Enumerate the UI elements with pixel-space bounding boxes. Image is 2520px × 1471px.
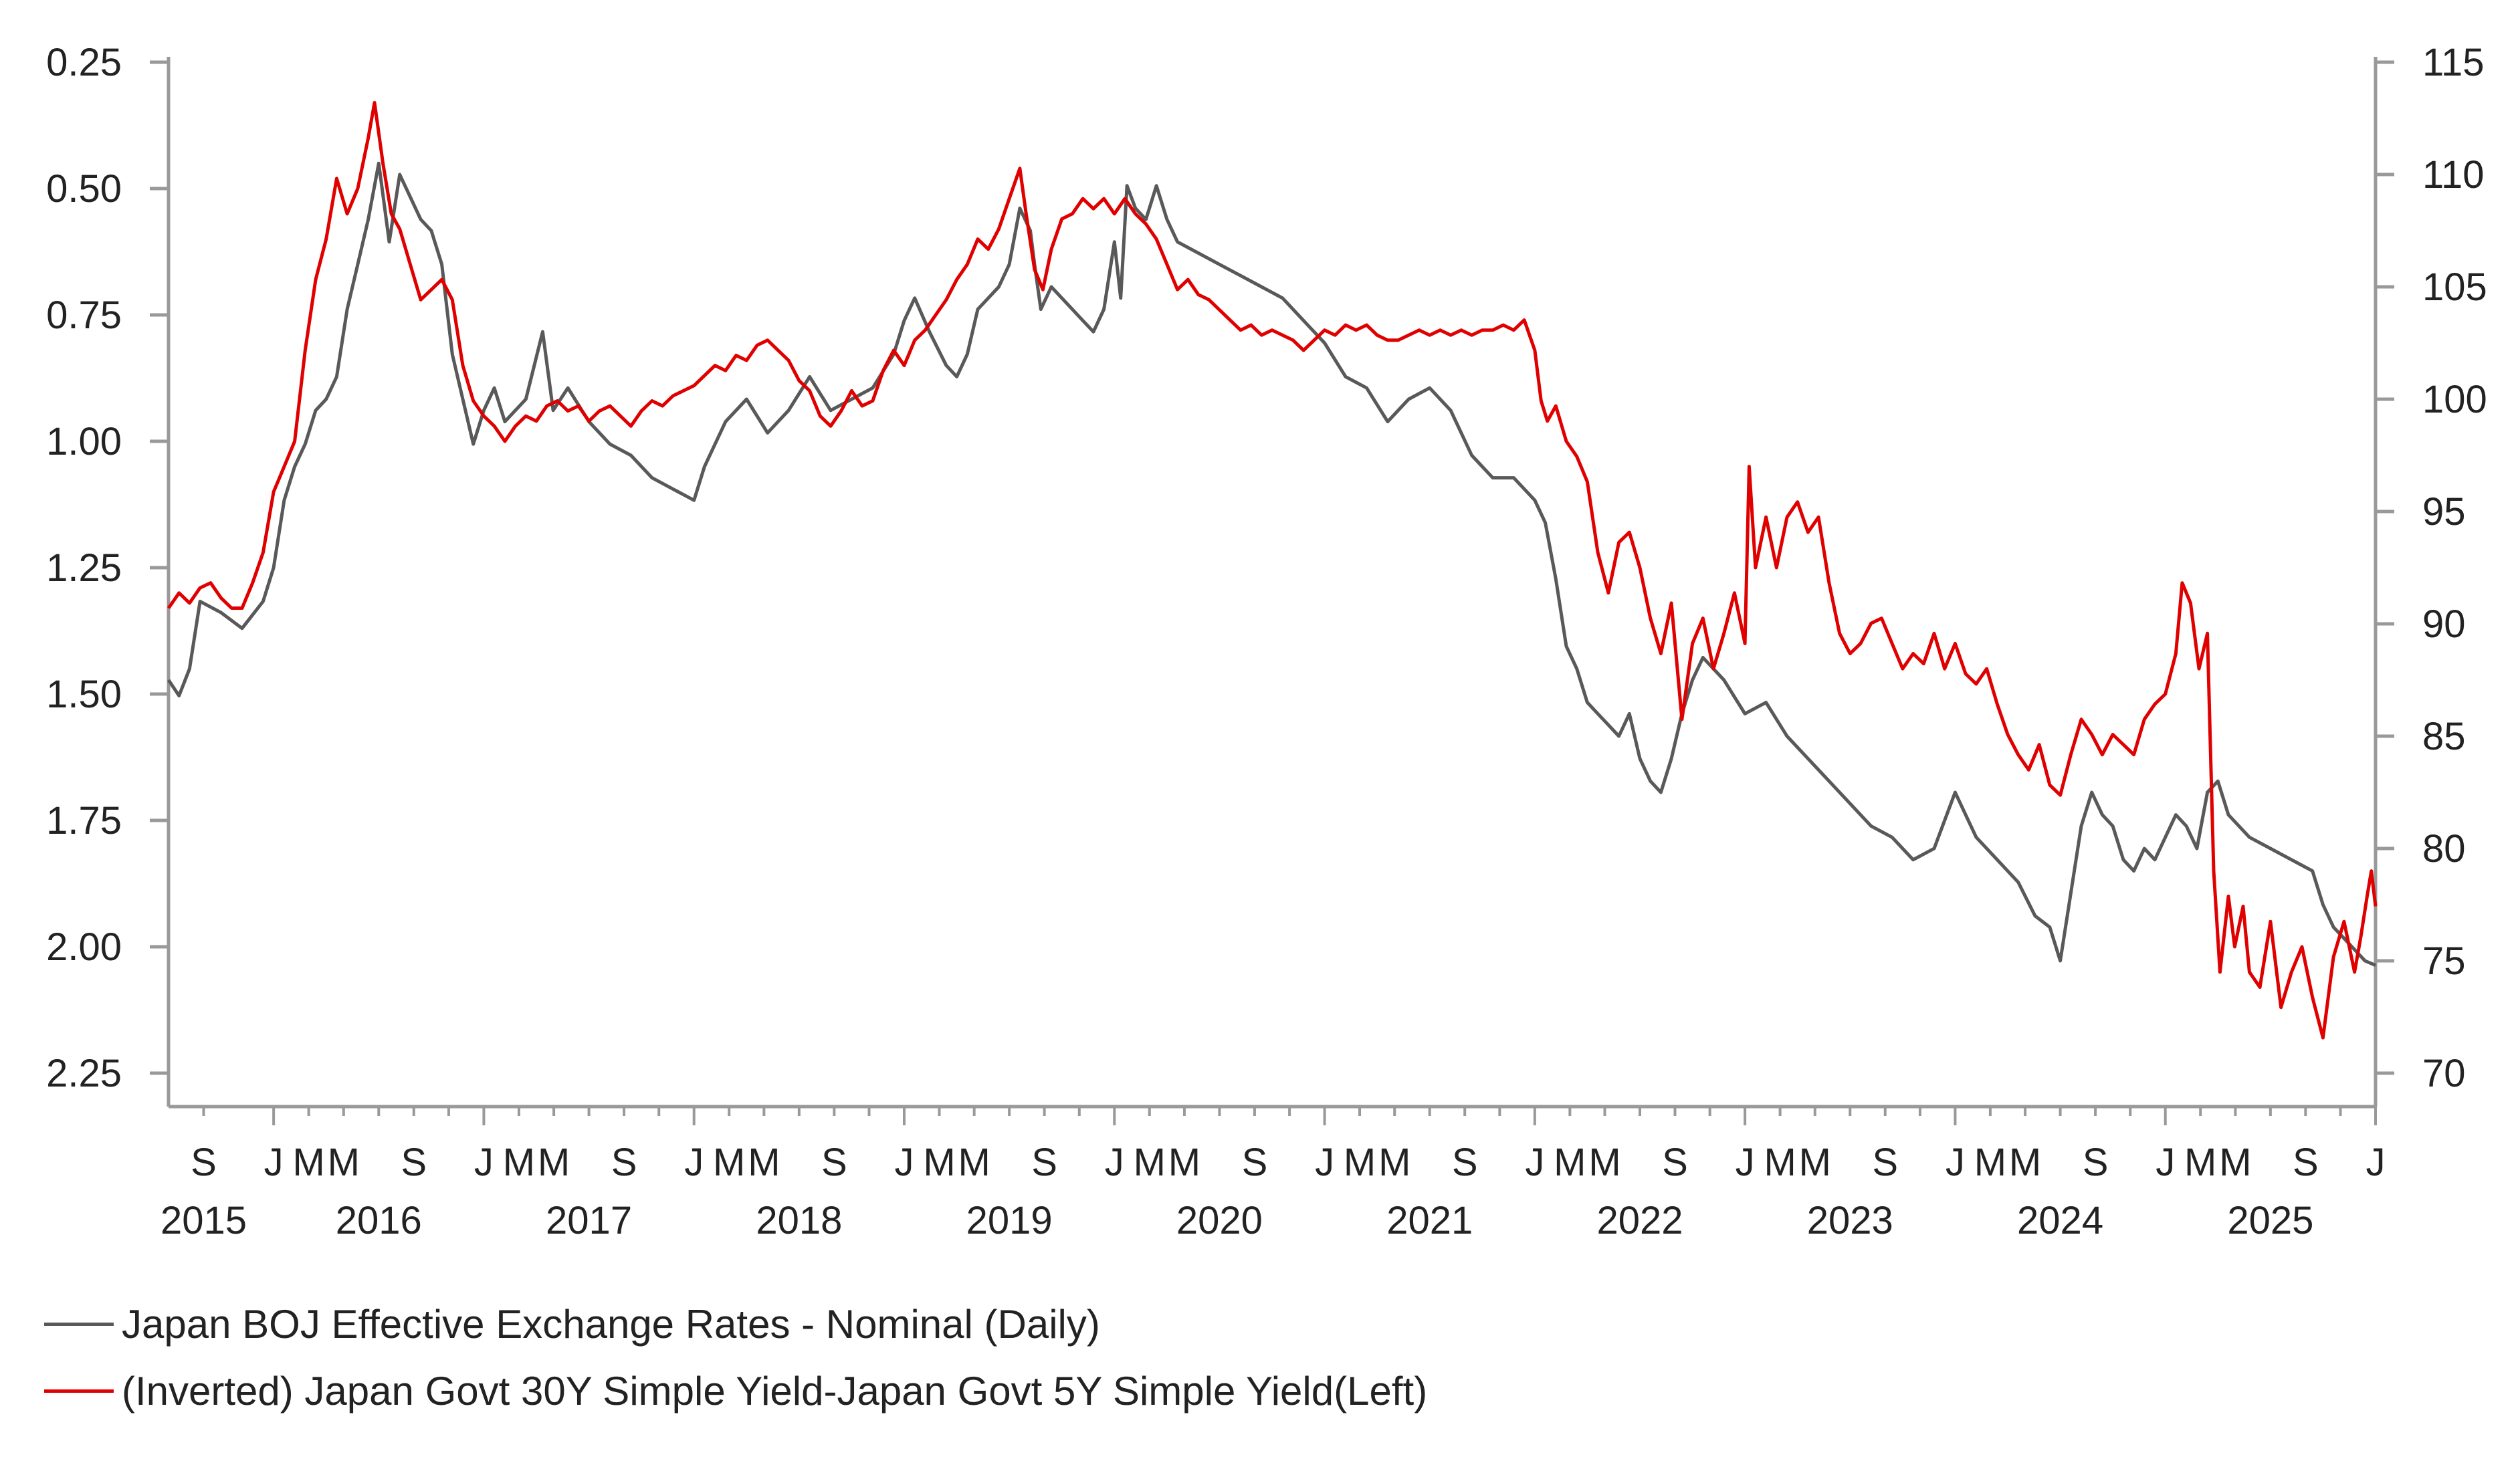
legend-swatch-eer xyxy=(44,1323,114,1326)
x-month-label: M xyxy=(538,1141,570,1184)
right-tick-label: 95 xyxy=(2422,490,2466,534)
x-month-label: M xyxy=(2184,1141,2216,1184)
x-month-label: M xyxy=(1588,1141,1620,1184)
x-year-label: 2021 xyxy=(1386,1199,1473,1242)
axes-group xyxy=(167,57,2378,1109)
x-year-label: 2017 xyxy=(546,1199,632,1242)
x-month-label: M xyxy=(923,1141,955,1184)
x-month-label: M xyxy=(503,1141,535,1184)
x-month-label: S xyxy=(191,1141,217,1184)
x-month-label: J xyxy=(474,1141,494,1184)
x-month-label: J xyxy=(2366,1141,2386,1184)
x-year-label: 2019 xyxy=(966,1199,1053,1242)
left-tick-label: 1.00 xyxy=(46,420,122,463)
left-tick-label: 2.00 xyxy=(46,925,122,969)
left-tick-label: 1.50 xyxy=(46,673,122,716)
x-month-label: M xyxy=(1344,1141,1376,1184)
x-year-label: 2020 xyxy=(1176,1199,1263,1242)
x-year-label: 2024 xyxy=(2017,1199,2103,1242)
left-tick-label: 0.75 xyxy=(46,294,122,337)
x-month-label: J xyxy=(684,1141,704,1184)
right-tick-label: 75 xyxy=(2422,939,2466,983)
right-tick-label: 110 xyxy=(2422,153,2484,197)
x-month-label: J xyxy=(1315,1141,1334,1184)
x-month-label: J xyxy=(264,1141,284,1184)
x-month-label: S xyxy=(2293,1141,2319,1184)
x-month-label: M xyxy=(1799,1141,1831,1184)
x-month-label: S xyxy=(1031,1141,1057,1184)
x-year-label: 2023 xyxy=(1807,1199,1893,1242)
x-month-label: M xyxy=(292,1141,324,1184)
x-month-label: S xyxy=(821,1141,847,1184)
left-tick-label: 2.25 xyxy=(46,1052,122,1095)
right-axis-ticks: 115 110 105 100 95 90 85 80 75 70 xyxy=(2376,41,2487,1095)
series-line-eer xyxy=(167,161,2376,967)
x-month-label: M xyxy=(958,1141,990,1184)
x-month-label: M xyxy=(713,1141,745,1184)
right-tick-label: 85 xyxy=(2422,715,2466,758)
series-layer xyxy=(167,101,2378,1040)
legend-item-eer: Japan BOJ Effective Exchange Rates - Nom… xyxy=(44,1301,1100,1347)
right-tick-label: 115 xyxy=(2422,41,2484,84)
x-month-label: M xyxy=(1168,1141,1200,1184)
x-month-label: J xyxy=(1946,1141,1965,1184)
x-year-label: 2018 xyxy=(756,1199,842,1242)
x-month-label: J xyxy=(1105,1141,1124,1184)
right-tick-label: 100 xyxy=(2422,378,2487,421)
right-tick-label: 70 xyxy=(2422,1052,2466,1095)
x-year-label: 2015 xyxy=(161,1199,247,1242)
x-month-label: M xyxy=(2009,1141,2041,1184)
x-month-label: S xyxy=(1872,1141,1898,1184)
x-month-label: M xyxy=(2219,1141,2251,1184)
series-line-spread xyxy=(167,101,2378,1040)
x-month-label: S xyxy=(1452,1141,1478,1184)
x-year-label: 2025 xyxy=(2227,1199,2313,1242)
legend-swatch-spread xyxy=(44,1389,114,1393)
x-month-label: J xyxy=(895,1141,914,1184)
x-month-label: S xyxy=(1242,1141,1268,1184)
x-month-label: M xyxy=(748,1141,780,1184)
right-tick-label: 80 xyxy=(2422,827,2466,871)
x-year-label: 2022 xyxy=(1596,1199,1683,1242)
x-month-label: M xyxy=(1554,1141,1586,1184)
right-tick-label: 90 xyxy=(2422,602,2466,646)
x-month-label: J xyxy=(1525,1141,1544,1184)
x-month-label: S xyxy=(611,1141,637,1184)
legend-item-spread: (Inverted) Japan Govt 30Y Simple Yield-J… xyxy=(44,1368,1427,1414)
left-tick-label: 1.75 xyxy=(46,799,122,842)
legend-label-spread: (Inverted) Japan Govt 30Y Simple Yield-J… xyxy=(122,1369,1428,1413)
x-year-label: 2016 xyxy=(336,1199,422,1242)
left-tick-label: 1.25 xyxy=(46,546,122,590)
left-tick-label: 0.25 xyxy=(46,41,122,84)
x-month-label: M xyxy=(1974,1141,2006,1184)
x-month-label: M xyxy=(328,1141,360,1184)
right-tick-label: 105 xyxy=(2422,265,2487,309)
legend-label-eer: Japan BOJ Effective Exchange Rates - Nom… xyxy=(122,1302,1100,1347)
x-month-label: S xyxy=(1662,1141,1688,1184)
x-month-label: M xyxy=(1134,1141,1166,1184)
x-month-label: J xyxy=(1736,1141,1755,1184)
left-tick-label: 0.50 xyxy=(46,167,122,211)
left-axis-ticks: 0.25 0.50 0.75 1.00 1.25 1.50 1.75 2.00 2.25 xyxy=(46,41,169,1095)
x-month-label: M xyxy=(1764,1141,1796,1184)
x-month-label: S xyxy=(401,1141,427,1184)
x-month-label: J xyxy=(2156,1141,2175,1184)
x-month-label: S xyxy=(2083,1141,2109,1184)
x-month-label: M xyxy=(1378,1141,1410,1184)
